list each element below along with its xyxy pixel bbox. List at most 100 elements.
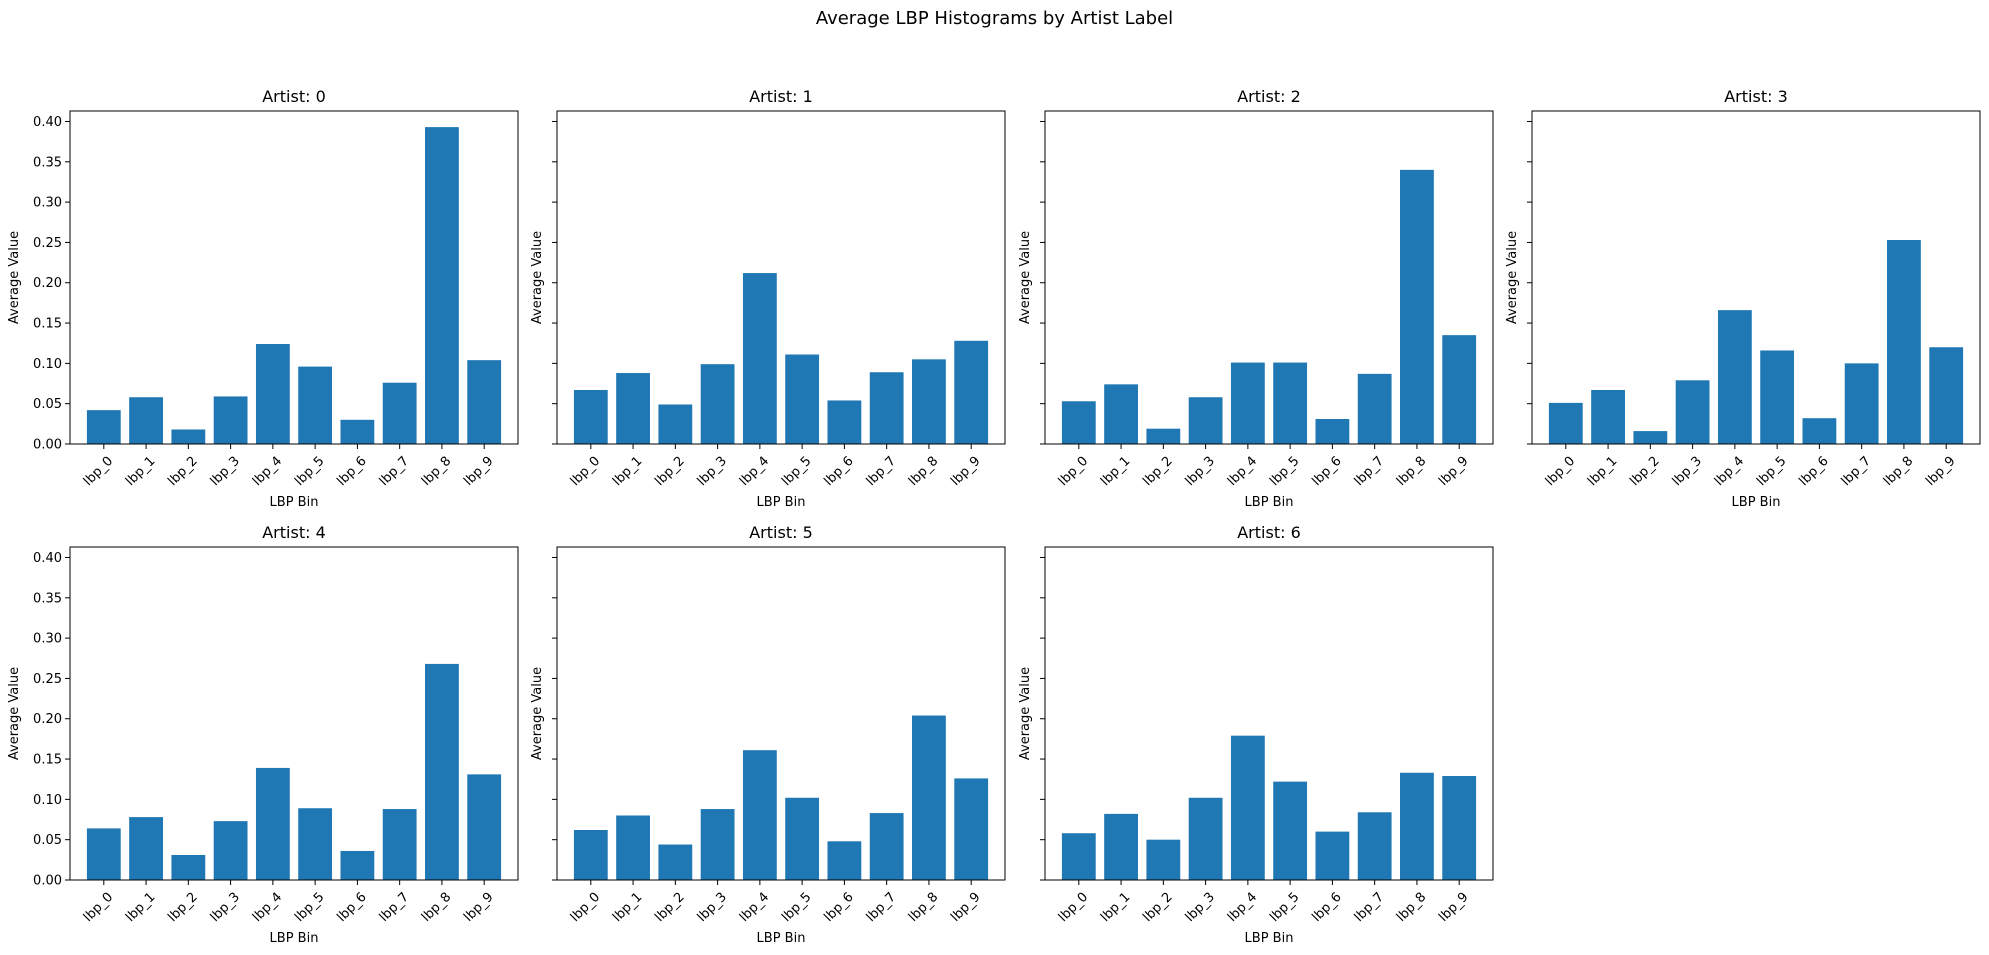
plot-frame [1044,546,1494,881]
x-axis-label: LBP Bin [757,931,806,946]
bar-lbp_9 [467,774,502,880]
x-axis-label: LBP Bin [1245,931,1294,946]
bar-lbp_0 [86,828,121,880]
y-tick-label: 0.20 [33,712,62,727]
bar-lbp_7 [869,813,904,880]
subplot-artist-4: Artist: 4 0.00 0.05 0.10 0.15 0.20 0.25 0.30 0.3… [7,523,519,946]
bar-lbp_0 [1061,833,1096,880]
subplot-title: Artist: 2 [1237,87,1301,106]
y-tick-label: 0.30 [33,196,62,211]
plot-frame [1531,110,1981,445]
y-tick-label: 0.05 [33,833,62,848]
bar-lbp_5 [785,354,820,444]
bar-lbp_4 [1717,310,1752,444]
subplot-title: Artist: 3 [1724,87,1788,106]
bar-lbp_5 [785,797,820,880]
bar-lbp_3 [1188,397,1223,444]
bar-lbp_6 [340,850,375,880]
plot-frame [556,110,1006,445]
plot-frame [69,110,519,445]
bar-lbp_5 [1760,350,1795,444]
bar-lbp_6 [1315,419,1350,444]
bar-lbp_2 [171,855,206,880]
bar-lbp_4 [1230,362,1265,444]
bar-lbp_1 [129,817,163,880]
bar-lbp_6 [1802,418,1837,444]
bar-lbp_3 [213,396,248,444]
bar-lbp_9 [954,778,989,880]
y-tick-label: 0.40 [33,115,62,130]
y-axis-label: Average Value [1018,667,1033,760]
bar-lbp_2 [1633,431,1668,444]
y-tick-label: 0.40 [33,551,62,566]
bar-lbp_3 [700,364,735,444]
bar-lbp_9 [954,340,989,444]
bar-lbp_6 [1315,831,1350,880]
x-axis-label: LBP Bin [1732,495,1781,510]
y-tick-label: 0.00 [33,438,62,453]
bar-lbp_8 [425,127,459,444]
bar-lbp_4 [255,767,290,880]
bar-lbp_5 [1273,781,1308,880]
bar-lbp_5 [1273,362,1308,444]
bar-lbp_8 [1887,240,1921,444]
bar-lbp_1 [1591,389,1625,444]
y-axis-label: Average Value [7,667,22,760]
y-axis-label: Average Value [7,231,22,324]
bar-lbp_1 [616,815,650,880]
bar-lbp_4 [1230,735,1265,880]
y-tick-label: 0.30 [33,632,62,647]
bar-lbp_1 [1104,813,1138,880]
y-axis-label: Average Value [530,667,545,760]
bar-lbp_5 [298,808,333,880]
y-tick-label: 0.25 [33,236,62,251]
bar-lbp_0 [573,389,608,444]
bar-lbp_3 [213,821,248,880]
bar-lbp_7 [1844,363,1879,444]
y-tick-label: 0.10 [33,793,62,808]
bar-lbp_8 [1400,169,1434,444]
y-tick-label: 0.00 [33,874,62,889]
bar-lbp_2 [658,404,693,444]
bar-lbp_6 [827,841,862,880]
x-axis-label: LBP Bin [757,495,806,510]
x-axis-label: LBP Bin [1245,495,1294,510]
bar-lbp_7 [382,809,417,880]
bar-lbp_4 [742,750,777,880]
bar-lbp_3 [1188,797,1223,880]
subplot-title: Artist: 4 [262,523,326,542]
bar-lbp_8 [912,359,946,444]
bar-lbp_5 [298,366,333,444]
bar-lbp_3 [700,809,735,880]
subplot-title: Artist: 6 [1237,523,1301,542]
bar-lbp_2 [1146,428,1181,444]
bar-lbp_0 [86,410,121,444]
bar-lbp_4 [742,273,777,444]
x-axis-label: LBP Bin [270,931,319,946]
y-tick-label: 0.15 [33,317,62,332]
subplot-title: Artist: 0 [262,87,326,106]
bar-lbp_6 [340,419,375,444]
subplot-title: Artist: 5 [749,523,813,542]
bar-lbp_0 [1548,402,1583,444]
bar-lbp_9 [1442,335,1477,444]
y-tick-label: 0.05 [33,397,62,412]
plot-frame [1044,110,1494,445]
bar-lbp_9 [467,360,502,444]
bar-lbp_0 [1061,401,1096,444]
y-tick-label: 0.10 [33,357,62,372]
bar-lbp_2 [171,429,206,444]
bar-lbp_0 [573,830,608,880]
x-axis-label: LBP Bin [270,495,319,510]
y-tick-label: 0.35 [33,155,62,170]
bar-lbp_2 [1146,839,1181,880]
bar-lbp_1 [129,397,163,444]
plot-frame [69,546,519,881]
y-axis-label: Average Value [530,231,545,324]
bar-lbp_8 [425,663,459,880]
bar-lbp_3 [1675,380,1710,444]
y-axis-label: Average Value [1505,231,1520,324]
